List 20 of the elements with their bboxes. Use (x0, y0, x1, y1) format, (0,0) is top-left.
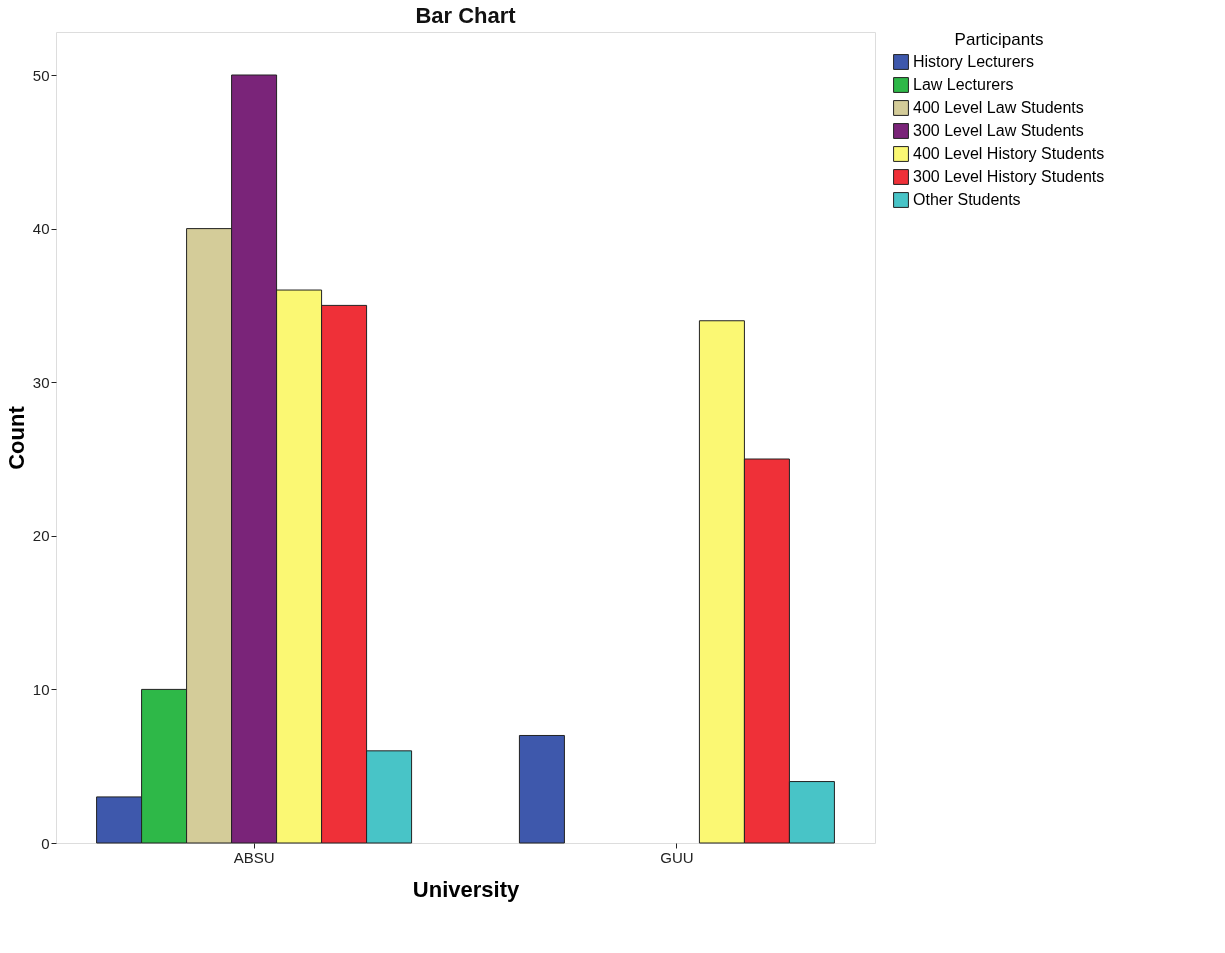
y-tick-label: 0 (41, 834, 50, 852)
y-tick-label: 40 (32, 220, 50, 238)
y-tick-label: 20 (32, 527, 50, 545)
x-tick-label: GUU (660, 848, 694, 866)
legend-label: Law Lecturers (913, 76, 1014, 93)
y-tick-label: 10 (32, 680, 50, 698)
y-tick-label: 50 (32, 66, 50, 84)
y-tick-label: 30 (32, 373, 50, 391)
x-tick-label: ABSU (233, 848, 275, 866)
legend-title: Participants (954, 30, 1044, 49)
x-axis-title: University (412, 876, 520, 902)
legend-label: 400 Level History Students (913, 145, 1105, 162)
y-axis-title: Count (3, 405, 29, 470)
chart-title: Bar Chart (415, 3, 517, 28)
legend-label: 400 Level Law Students (913, 99, 1084, 116)
legend-label: History Lecturers (913, 53, 1034, 70)
bar (518, 734, 565, 844)
legend-label: 300 Level History Students (913, 168, 1105, 185)
legend-label: 300 Level Law Students (913, 122, 1084, 139)
legend-label: Other Students (913, 191, 1021, 208)
